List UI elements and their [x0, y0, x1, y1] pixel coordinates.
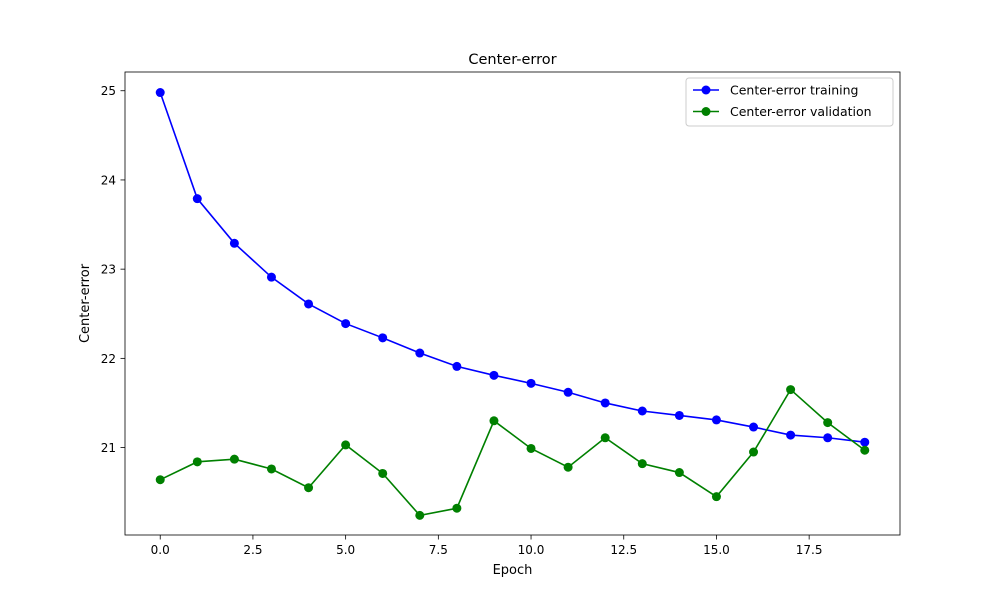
- data-point: [786, 385, 796, 395]
- data-point: [229, 238, 239, 248]
- y-axis-label: Center-error: [78, 263, 93, 343]
- x-tick-label: 0.0: [151, 543, 170, 557]
- data-point: [637, 459, 647, 469]
- data-point: [341, 319, 351, 329]
- x-axis: 0.0 2.5 5.0 7.5 10.0 12.5 15.0 17.5: [151, 535, 823, 557]
- data-point: [749, 422, 759, 432]
- y-tick-label: 25: [101, 84, 116, 98]
- data-point: [563, 462, 573, 472]
- data-point: [266, 464, 276, 474]
- data-point: [711, 492, 721, 502]
- x-tick-label: 15.0: [703, 543, 730, 557]
- data-point: [415, 510, 425, 520]
- y-tick-label: 22: [101, 352, 116, 366]
- data-point: [415, 348, 425, 358]
- data-point: [192, 194, 202, 204]
- data-point: [452, 361, 462, 371]
- data-point: [563, 387, 573, 397]
- data-point: [155, 475, 165, 485]
- data-point: [823, 418, 833, 428]
- x-tick-label: 7.5: [429, 543, 448, 557]
- data-point: [304, 299, 314, 309]
- legend-label: Center-error training: [730, 83, 858, 98]
- series-line: [159, 388, 866, 517]
- data-point: [786, 430, 796, 440]
- legend-box: [685, 77, 894, 127]
- data-point: [600, 398, 610, 408]
- x-tick-label: 2.5: [243, 543, 262, 557]
- x-tick-label: 10.0: [518, 543, 545, 557]
- x-tick-label: 17.5: [796, 543, 823, 557]
- data-point: [860, 437, 870, 447]
- y-tick-label: 21: [101, 441, 116, 455]
- data-point: [674, 410, 684, 420]
- data-point: [860, 445, 870, 455]
- data-point: [749, 447, 759, 457]
- y-tick-label: 24: [101, 173, 116, 187]
- data-point: [489, 370, 499, 380]
- data-point: [229, 454, 239, 464]
- data-point: [823, 433, 833, 443]
- data-point: [526, 443, 536, 453]
- data-point: [341, 440, 351, 450]
- y-axis: 21 22 23 24 25: [101, 84, 125, 455]
- data-point: [378, 333, 388, 343]
- plot-area: [124, 71, 901, 536]
- data-point: [192, 457, 202, 467]
- data-point: [526, 378, 536, 388]
- data-point: [266, 272, 276, 282]
- data-point: [489, 416, 499, 426]
- data-point: [378, 468, 388, 478]
- series-1: [155, 88, 870, 447]
- data-point: [155, 88, 165, 98]
- data-point: [452, 503, 462, 513]
- x-axis-label: Epoch: [493, 563, 533, 578]
- plot-frame: [124, 71, 901, 536]
- legend-label: Center-error validation: [730, 104, 872, 119]
- legend: Center-error training Center-error valida…: [685, 77, 894, 127]
- x-tick-label: 5.0: [336, 543, 355, 557]
- data-point: [674, 468, 684, 478]
- legend-marker: [701, 107, 711, 116]
- data-point: [637, 406, 647, 416]
- data-point: [711, 415, 721, 425]
- x-tick-label: 12.5: [610, 543, 637, 557]
- chart-title: Center-error: [468, 52, 556, 68]
- series-layer: [155, 88, 870, 520]
- series-line: [159, 92, 865, 444]
- y-tick-label: 23: [101, 263, 116, 277]
- legend-marker: [701, 85, 711, 95]
- data-point: [304, 483, 314, 493]
- series-2: [155, 385, 870, 520]
- data-point: [600, 433, 610, 443]
